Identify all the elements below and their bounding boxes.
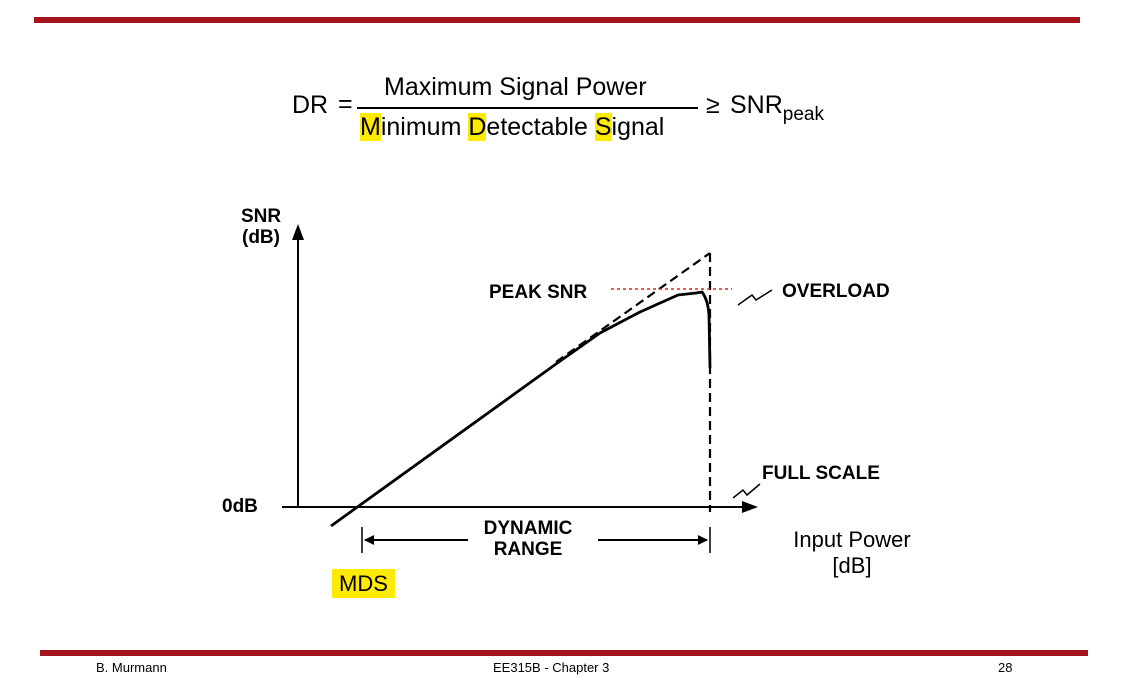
snr-curve <box>330 290 712 528</box>
denominator-word-3: ignal <box>611 113 665 141</box>
top-rule <box>34 17 1080 23</box>
highlight-d: D <box>468 113 487 141</box>
overload-label: OVERLOAD <box>782 281 890 302</box>
formula-rhs: SNRpeak <box>730 91 824 125</box>
rhs-subscript: peak <box>782 104 824 125</box>
y-axis-arrowhead <box>292 224 304 240</box>
overload-pointer <box>737 289 773 306</box>
footer-page-number: 28 <box>998 660 1013 675</box>
ideal-snr-line <box>555 252 711 363</box>
rhs-main: SNR <box>730 91 783 119</box>
footer-author: B. Murmann <box>96 660 167 675</box>
peak-snr-label: PEAK SNR <box>489 282 588 303</box>
bottom-rule <box>40 650 1088 656</box>
y-axis-label-line2: (dB) <box>242 227 280 249</box>
formula-lhs: DR <box>292 91 329 119</box>
fraction-bar <box>357 107 698 109</box>
x-axis-label-line2: [dB] <box>832 553 872 579</box>
x-axis-label-line1: Input Power <box>793 527 911 552</box>
formula-denominator: Minimum Detectable Signal <box>360 113 665 141</box>
mds-label: MDS <box>332 569 395 598</box>
y-axis-label: SNR (dB) <box>238 206 284 249</box>
dynamic-range-label: DYNAMIC RANGE <box>468 518 588 560</box>
formula-numerator: Maximum Signal Power <box>384 73 647 101</box>
highlight-s: S <box>594 113 612 141</box>
dynamic-range-line1: DYNAMIC <box>483 518 573 539</box>
full-scale-pointer <box>732 483 761 499</box>
footer-course: EE315B - Chapter 3 <box>493 660 610 675</box>
denominator-word-1: inimum <box>380 113 462 141</box>
highlight-m: M <box>360 113 381 141</box>
x-axis-label: Input Power [dB] <box>786 527 918 580</box>
formula-relation: ≥ <box>706 91 720 119</box>
y-axis-label-line1: SNR <box>240 206 282 227</box>
formula-equals: = <box>338 90 353 118</box>
zero-db-label: 0dB <box>222 496 258 517</box>
x-axis-arrowhead <box>742 501 758 513</box>
full-scale-label: FULL SCALE <box>762 463 880 484</box>
dynamic-range-line2: RANGE <box>493 538 563 560</box>
denominator-word-2: etectable <box>486 113 588 141</box>
